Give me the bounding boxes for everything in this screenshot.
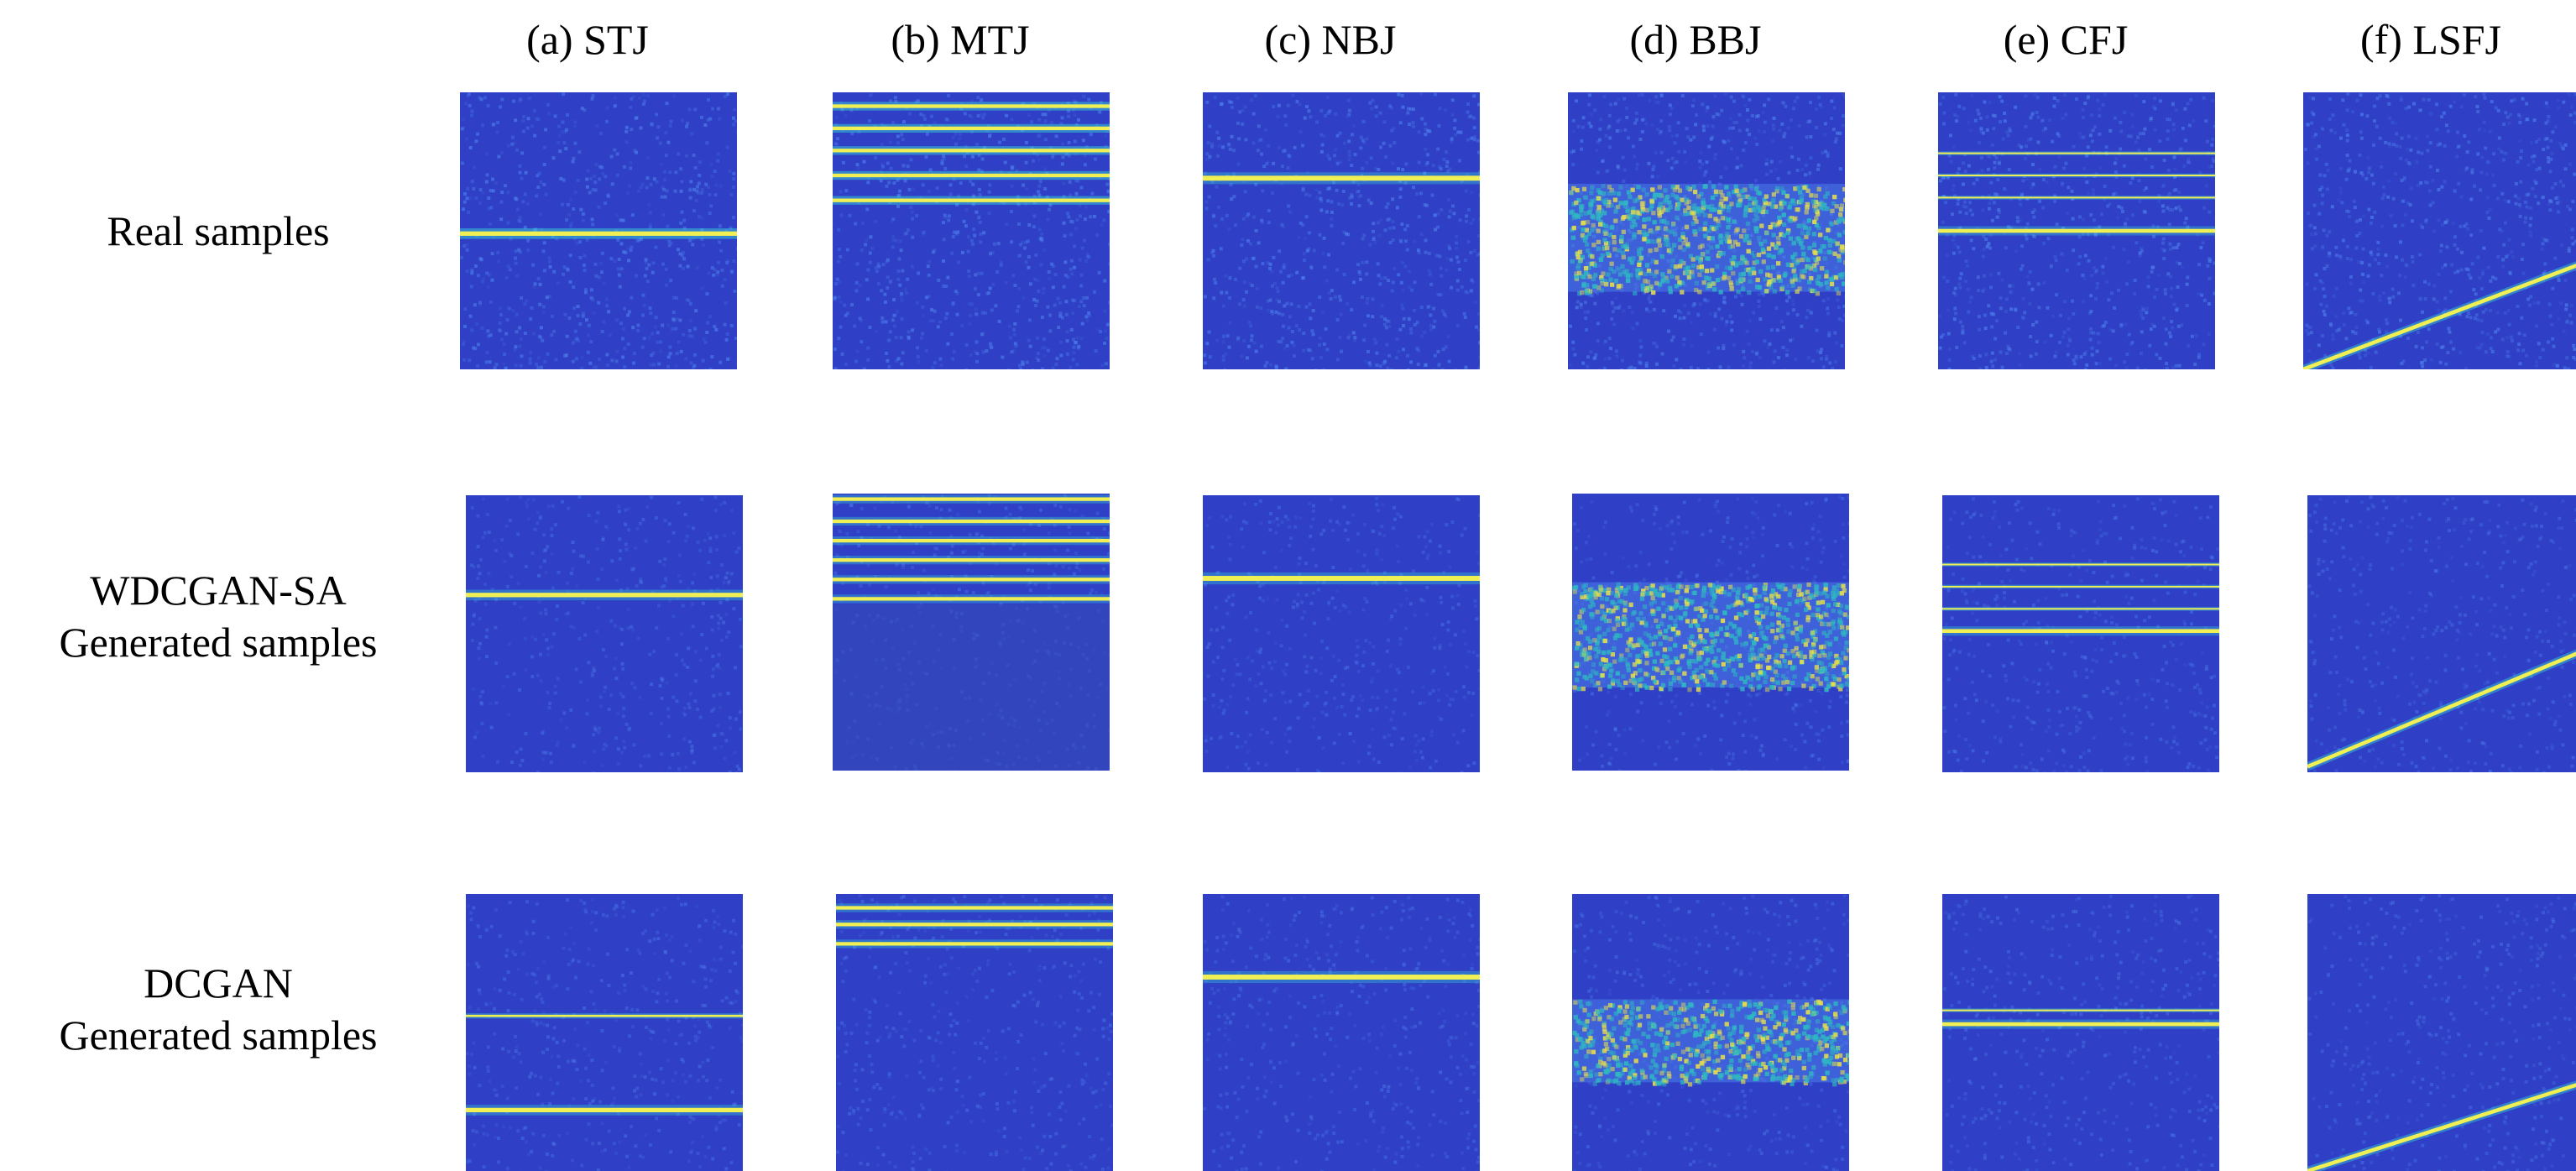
column-header-mtj: (b) MTJ bbox=[822, 10, 1099, 69]
panel-dcgan-lsfj bbox=[2307, 894, 2576, 1171]
panel-wdcgan-lsfj bbox=[2307, 495, 2576, 772]
panel-dcgan-nbj bbox=[1203, 894, 1480, 1171]
row-label-line: Generated samples bbox=[0, 1009, 436, 1061]
row-label-real: Real samples bbox=[0, 205, 436, 257]
row-label-dcgan: DCGAN Generated samples bbox=[0, 957, 436, 1061]
panel-dcgan-bbj bbox=[1572, 894, 1849, 1171]
panel-wdcgan-mtj bbox=[833, 494, 1110, 771]
panel-real-nbj bbox=[1203, 92, 1480, 369]
panel-dcgan-mtj bbox=[836, 894, 1113, 1171]
row-label-line: Real samples bbox=[0, 205, 436, 257]
panel-real-bbj bbox=[1568, 92, 1845, 369]
panel-real-stj bbox=[460, 92, 737, 369]
row-label-line: DCGAN bbox=[0, 957, 436, 1009]
row-label-wdcgan: WDCGAN-SA Generated samples bbox=[0, 564, 436, 668]
column-header-stj: (a) STJ bbox=[449, 10, 726, 69]
panel-wdcgan-bbj bbox=[1572, 494, 1849, 771]
panel-dcgan-cfj bbox=[1942, 894, 2219, 1171]
row-label-line: Generated samples bbox=[0, 616, 436, 668]
column-header-bbj: (d) BBJ bbox=[1557, 10, 1834, 69]
column-header-nbj: (c) NBJ bbox=[1192, 10, 1469, 69]
panel-real-lsfj bbox=[2303, 92, 2576, 369]
panel-real-cfj bbox=[1938, 92, 2215, 369]
column-header-cfj: (e) CFJ bbox=[1927, 10, 2204, 69]
column-header-lsfj: (f) LSFJ bbox=[2292, 10, 2569, 69]
panel-wdcgan-stj bbox=[466, 495, 743, 772]
panel-real-mtj bbox=[833, 92, 1110, 369]
panel-wdcgan-nbj bbox=[1203, 495, 1480, 772]
panel-wdcgan-cfj bbox=[1942, 495, 2219, 772]
row-label-line: WDCGAN-SA bbox=[0, 564, 436, 616]
panel-dcgan-stj bbox=[466, 894, 743, 1171]
